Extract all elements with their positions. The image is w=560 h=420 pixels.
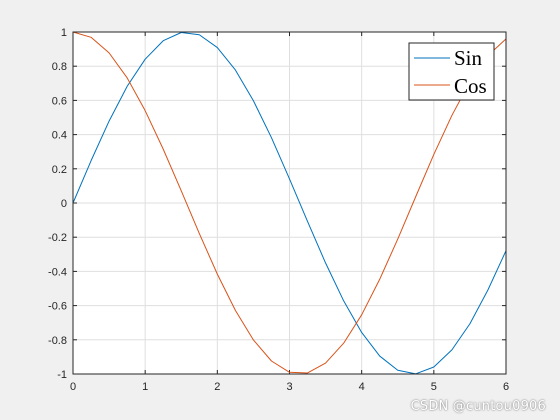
y-tick-label: 0.4 bbox=[52, 130, 67, 142]
x-tick-label: 3 bbox=[286, 381, 292, 393]
watermark-text: CSDN @cuntou0906 bbox=[410, 399, 546, 414]
y-tick-label: 1 bbox=[61, 27, 67, 39]
y-tick-labels: -1 -0.8 -0.6 -0.4 -0.2 0 0.2 0.4 0.6 0.8 1 bbox=[48, 27, 67, 381]
legend: Sin Cos bbox=[408, 42, 495, 101]
x-tick-label: 2 bbox=[214, 381, 220, 393]
series-layer bbox=[72, 31, 507, 375]
x-tick-label: 0 bbox=[70, 381, 76, 393]
y-tick-label: -0.2 bbox=[48, 232, 67, 244]
y-tick-label: -1 bbox=[57, 369, 67, 381]
series-line-cos bbox=[72, 31, 507, 374]
series-line-sin bbox=[72, 32, 507, 375]
y-tick-label: 0.6 bbox=[52, 95, 67, 107]
y-tick-label: -0.4 bbox=[48, 266, 67, 278]
y-tick-label: -0.8 bbox=[48, 335, 67, 347]
legend-label-sin: Sin bbox=[454, 46, 483, 70]
x-tick-label: 4 bbox=[359, 381, 365, 393]
x-tick-label: 1 bbox=[142, 381, 148, 393]
y-tick-label: -0.6 bbox=[48, 301, 67, 313]
axes-box bbox=[72, 31, 507, 375]
x-tick-label: 5 bbox=[431, 381, 437, 393]
x-tick-label: 6 bbox=[503, 381, 509, 393]
legend-label-cos: Cos bbox=[454, 74, 487, 98]
legend-box bbox=[408, 42, 495, 101]
y-tick-label: 0 bbox=[61, 198, 67, 210]
x-tick-labels: 0 1 2 3 4 5 6 bbox=[70, 381, 509, 393]
y-tick-label: 0.2 bbox=[52, 164, 67, 176]
y-tick-label: 0.8 bbox=[52, 61, 67, 73]
